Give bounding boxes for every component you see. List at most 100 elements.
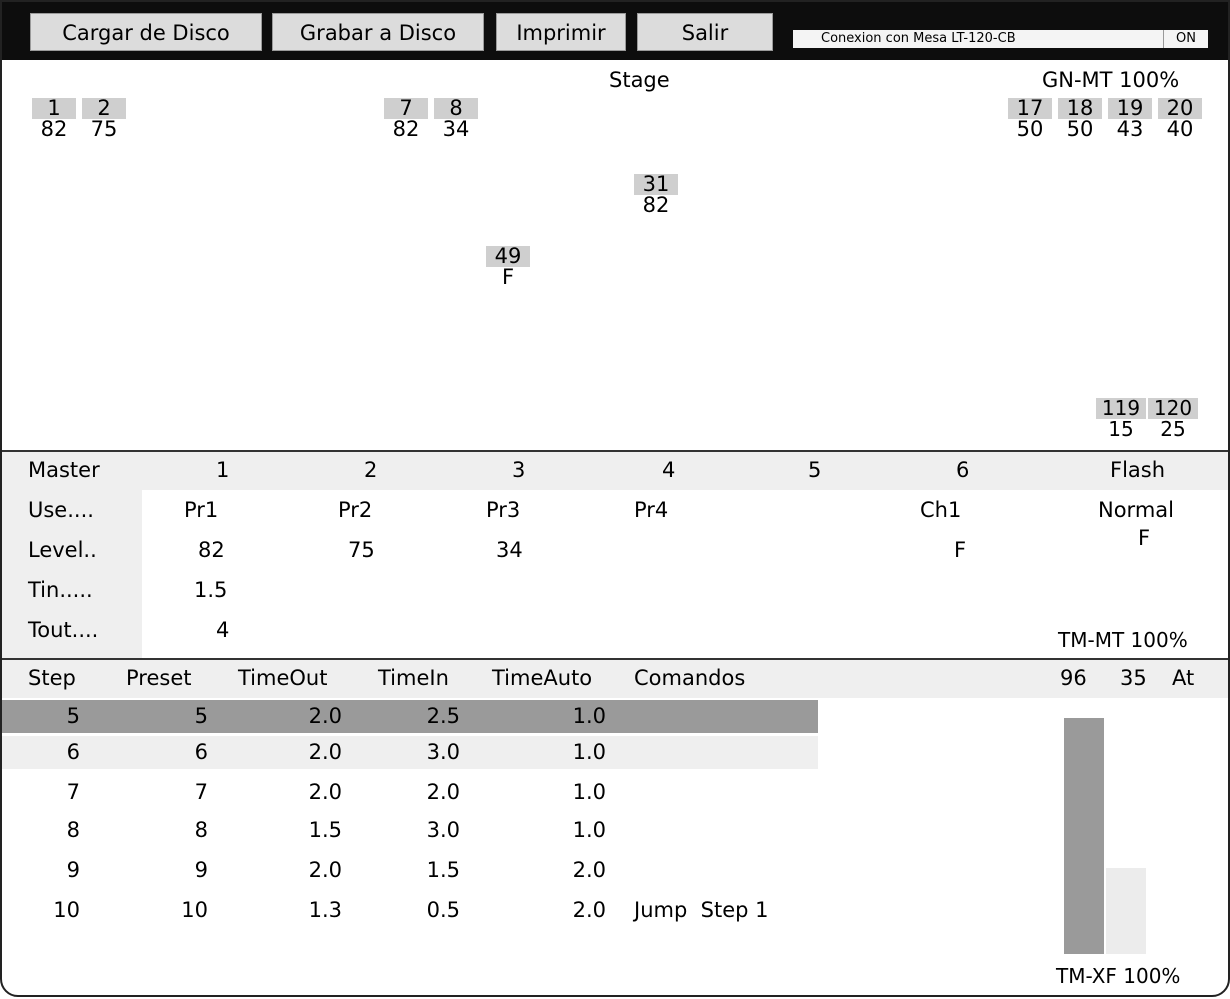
crossfade-out-bar bbox=[1064, 718, 1104, 954]
steps-header-preset: Preset bbox=[126, 666, 191, 690]
masters-label-use: Use.... bbox=[28, 498, 94, 522]
step-row-next[interactable]: 6 6 2.0 3.0 1.0 bbox=[2, 736, 818, 769]
gn-mt-readout: GN-MT 100% bbox=[1042, 68, 1179, 92]
connection-status: Conexion con Mesa LT-120-CB ON bbox=[793, 30, 1208, 48]
crossfade-in-bar bbox=[1106, 868, 1146, 954]
masters-header-row bbox=[2, 452, 1228, 490]
step-row[interactable]: 9 9 2.0 1.5 2.0 bbox=[2, 858, 818, 891]
channel-number: 18 bbox=[1058, 98, 1102, 119]
step-cell: 6 bbox=[42, 740, 80, 764]
stage-channel[interactable]: 18 50 bbox=[1058, 98, 1102, 140]
master-1-use[interactable]: Pr1 bbox=[184, 498, 218, 522]
timein-cell: 3.0 bbox=[400, 740, 460, 764]
save-to-disk-button[interactable]: Grabar a Disco bbox=[272, 13, 484, 51]
stage-channel[interactable]: 2 75 bbox=[82, 98, 126, 140]
channel-number: 1 bbox=[32, 98, 76, 119]
stage-channel[interactable]: 19 43 bbox=[1108, 98, 1152, 140]
step-row[interactable]: 7 7 2.0 2.0 1.0 bbox=[2, 780, 818, 813]
preset-cell: 9 bbox=[170, 858, 208, 882]
stage-panel: Stage GN-MT 100% 1 82 2 75 7 82 8 34 17 … bbox=[2, 60, 1228, 451]
step-row[interactable]: 10 10 1.3 0.5 2.0 Jump Step 1 bbox=[2, 898, 818, 931]
channel-number: 120 bbox=[1148, 398, 1198, 419]
master-1-tout[interactable]: 4 bbox=[216, 618, 229, 642]
step-row[interactable]: 8 8 1.5 3.0 1.0 bbox=[2, 818, 818, 851]
channel-level: 40 bbox=[1158, 119, 1202, 140]
channel-number: 31 bbox=[634, 174, 678, 195]
master-1-level[interactable]: 82 bbox=[198, 538, 225, 562]
timeout-cell: 1.3 bbox=[282, 898, 342, 922]
crossfade-out-value: 96 bbox=[1060, 666, 1087, 690]
step-cell: 9 bbox=[42, 858, 80, 882]
stage-channel[interactable]: 17 50 bbox=[1008, 98, 1052, 140]
timeout-cell: 2.0 bbox=[282, 704, 342, 728]
stage-title: Stage bbox=[609, 68, 670, 92]
masters-header-2: 2 bbox=[364, 458, 377, 482]
master-3-use[interactable]: Pr3 bbox=[486, 498, 520, 522]
channel-number: 119 bbox=[1096, 398, 1146, 419]
crossfade-mode: At bbox=[1172, 666, 1194, 690]
master-6-use[interactable]: Ch1 bbox=[920, 498, 961, 522]
flash-level[interactable]: F bbox=[1138, 526, 1150, 550]
master-3-level[interactable]: 34 bbox=[496, 538, 523, 562]
steps-header-timeauto: TimeAuto bbox=[492, 666, 592, 690]
timeauto-cell: 1.0 bbox=[546, 780, 606, 804]
timein-cell: 1.5 bbox=[400, 858, 460, 882]
channel-number: 7 bbox=[384, 98, 428, 119]
connection-label: Conexion con Mesa LT-120-CB bbox=[821, 31, 1016, 46]
step-row-active[interactable]: 5 5 2.0 2.5 1.0 bbox=[2, 700, 818, 733]
timeauto-cell: 1.0 bbox=[546, 704, 606, 728]
masters-header-master: Master bbox=[28, 458, 100, 482]
master-6-level[interactable]: F bbox=[954, 538, 966, 562]
channel-level: 50 bbox=[1058, 119, 1102, 140]
stage-channel[interactable]: 31 82 bbox=[634, 174, 678, 216]
timeauto-cell: 1.0 bbox=[546, 740, 606, 764]
load-from-disk-button[interactable]: Cargar de Disco bbox=[30, 13, 262, 51]
channel-level: 75 bbox=[82, 119, 126, 140]
timein-cell: 3.0 bbox=[400, 818, 460, 842]
masters-header-6: 6 bbox=[956, 458, 969, 482]
stage-channel[interactable]: 120 25 bbox=[1148, 398, 1198, 440]
toolbar: Cargar de Disco Grabar a Disco Imprimir … bbox=[2, 2, 1228, 60]
masters-label-tin: Tin..... bbox=[28, 578, 93, 602]
tm-mt-readout: TM-MT 100% bbox=[1058, 628, 1188, 652]
exit-button[interactable]: Salir bbox=[637, 13, 773, 51]
masters-header-flash: Flash bbox=[1110, 458, 1165, 482]
channel-number: 49 bbox=[486, 246, 530, 267]
master-4-use[interactable]: Pr4 bbox=[634, 498, 668, 522]
channel-level: 34 bbox=[434, 119, 478, 140]
masters-label-tout: Tout.... bbox=[28, 618, 98, 642]
channel-number: 8 bbox=[434, 98, 478, 119]
master-2-use[interactable]: Pr2 bbox=[338, 498, 372, 522]
timeout-cell: 1.5 bbox=[282, 818, 342, 842]
master-1-tin[interactable]: 1.5 bbox=[194, 578, 227, 602]
channel-number: 2 bbox=[82, 98, 126, 119]
print-button[interactable]: Imprimir bbox=[496, 13, 626, 51]
stage-channel[interactable]: 1 82 bbox=[32, 98, 76, 140]
stage-channel[interactable]: 49 F bbox=[486, 246, 530, 288]
timeout-cell: 2.0 bbox=[282, 858, 342, 882]
channel-level: 15 bbox=[1096, 419, 1146, 440]
channel-number: 19 bbox=[1108, 98, 1152, 119]
masters-header-1: 1 bbox=[216, 458, 229, 482]
steps-header-timein: TimeIn bbox=[378, 666, 449, 690]
channel-level: 50 bbox=[1008, 119, 1052, 140]
timein-cell: 2.5 bbox=[400, 704, 460, 728]
stage-channel[interactable]: 119 15 bbox=[1096, 398, 1146, 440]
connection-state-badge: ON bbox=[1163, 30, 1208, 48]
steps-header-comandos: Comandos bbox=[634, 666, 745, 690]
masters-header-3: 3 bbox=[512, 458, 525, 482]
stage-channel[interactable]: 20 40 bbox=[1158, 98, 1202, 140]
stage-channel[interactable]: 7 82 bbox=[384, 98, 428, 140]
master-2-level[interactable]: 75 bbox=[348, 538, 375, 562]
channel-level: 82 bbox=[32, 119, 76, 140]
channel-level: 82 bbox=[634, 195, 678, 216]
timeauto-cell: 1.0 bbox=[546, 818, 606, 842]
masters-header-4: 4 bbox=[662, 458, 675, 482]
steps-header-timeout: TimeOut bbox=[238, 666, 327, 690]
steps-header-step: Step bbox=[28, 666, 76, 690]
step-cell: 8 bbox=[42, 818, 80, 842]
flash-mode[interactable]: Normal bbox=[1098, 498, 1174, 522]
stage-channel[interactable]: 8 34 bbox=[434, 98, 478, 140]
preset-cell: 5 bbox=[170, 704, 208, 728]
